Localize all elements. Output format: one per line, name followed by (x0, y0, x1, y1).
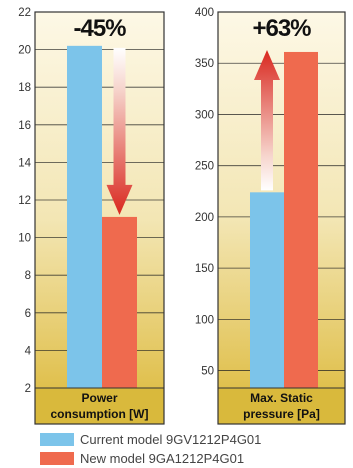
category-label: consumption [W] (51, 407, 149, 421)
y-tick-label: 350 (195, 58, 214, 70)
y-tick-label: 18 (18, 82, 31, 94)
y-tick-label: 200 (195, 212, 214, 224)
y-tick-label: 16 (18, 120, 31, 132)
legend-label-new: New model 9GA1212P4G01 (80, 450, 245, 466)
legend-item-current: Current model 9GV1212P4G01 (40, 431, 261, 447)
y-tick-label: 10 (18, 233, 31, 245)
y-tick-label: 300 (195, 109, 214, 121)
legend-item-new: New model 9GA1212P4G01 (40, 450, 244, 466)
increase-arrow (254, 49, 280, 191)
y-tick-label: 100 (195, 314, 214, 326)
bar-new-model (284, 51, 318, 389)
category-label: Max. Static (250, 391, 313, 405)
change-percentage-label: -45% (73, 15, 126, 42)
panel-frame (217, 11, 346, 425)
y-tick-label: 4 (25, 345, 32, 357)
y-tick-label: 50 (201, 366, 214, 378)
category-label-box (35, 388, 164, 424)
y-tick-label: 22 (18, 7, 31, 19)
y-tick-label: 8 (25, 270, 31, 282)
bar-new-model (102, 216, 137, 388)
y-tick-label: 14 (18, 157, 31, 169)
y-tick-label: 20 (18, 45, 31, 57)
y-tick-label: 6 (25, 308, 31, 320)
y-tick-label: 2 (25, 383, 31, 395)
legend-swatch-new (40, 451, 74, 465)
legend-label-current: Current model 9GV1212P4G01 (80, 431, 262, 447)
panel-frame (34, 11, 165, 425)
y-tick-label: 150 (195, 263, 214, 275)
decrease-arrow (106, 47, 133, 215)
y-tick-label: 250 (195, 161, 214, 173)
bar-current-model (67, 45, 102, 389)
y-tick-label: 12 (18, 195, 31, 207)
change-percentage-label: +63% (252, 15, 311, 42)
category-label-box (218, 388, 345, 424)
category-label: Power (81, 391, 117, 405)
y-tick-label: 400 (195, 7, 214, 19)
category-label: pressure [Pa] (243, 407, 320, 421)
legend-swatch-current (40, 432, 74, 446)
bar-current-model (250, 192, 284, 388)
